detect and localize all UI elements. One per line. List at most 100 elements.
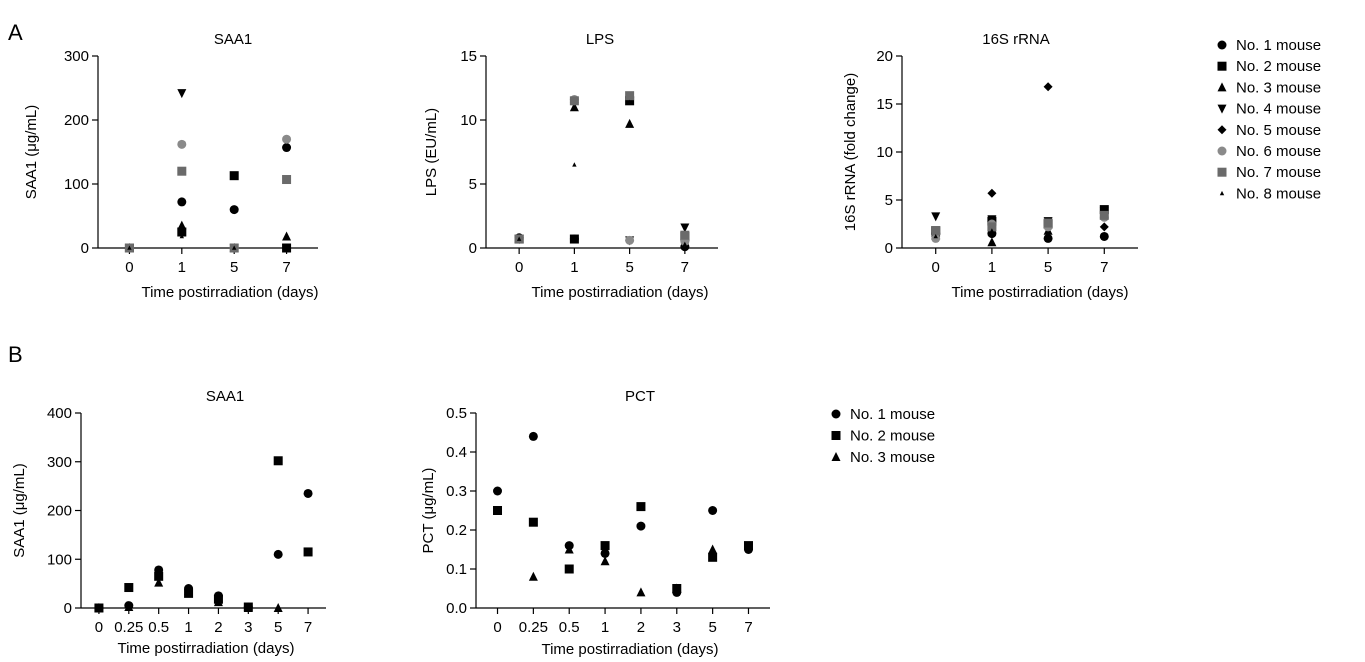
data-point [931, 212, 941, 222]
y-tick-label: 5 [885, 192, 893, 209]
data-point [636, 587, 646, 597]
x-tick-label: 0 [515, 259, 523, 276]
x-tick-label: 7 [282, 259, 290, 276]
data-point [284, 245, 289, 250]
x-tick-label: 0.25 [114, 619, 143, 636]
chart-title: 16S rRNA [982, 31, 1050, 48]
y-tick-label: 15 [876, 96, 893, 113]
legend-label: No. 3 mouse [850, 449, 935, 466]
chart-title: SAA1 [206, 388, 244, 405]
x-tick-label: 7 [744, 619, 752, 636]
legend-label: No. 2 mouse [1236, 58, 1321, 75]
x-axis-label: Time postirradiation (days) [541, 641, 718, 658]
legend-label: No. 7 mouse [1236, 164, 1321, 181]
data-point [177, 224, 187, 234]
legend-label: No. 8 mouse [1236, 185, 1321, 202]
data-point [282, 143, 292, 153]
chart-title: PCT [625, 388, 655, 405]
x-axis-label: Time postirradiation (days) [531, 284, 708, 301]
data-point [708, 544, 718, 554]
data-point [154, 577, 164, 587]
legend-label: No. 1 mouse [1236, 37, 1321, 54]
series-8 [933, 228, 1107, 241]
data-point [184, 585, 194, 595]
data-point [177, 139, 187, 149]
series-3 [124, 220, 292, 252]
data-point [625, 91, 635, 101]
x-tick-label: 0 [95, 619, 103, 636]
x-tick-label: 0.5 [148, 619, 169, 636]
panel-letter-a: A [8, 20, 23, 45]
data-point [243, 603, 253, 612]
legend-marker [1217, 40, 1227, 50]
y-tick-label: 0.1 [446, 561, 467, 578]
y-axis-label: 16S rRNA (fold change) [842, 73, 859, 231]
legends: No. 1 mouse No. 2 mouse No. 3 mouse No. 4 m… [831, 37, 1321, 466]
x-tick-label: 5 [274, 619, 282, 636]
data-point [1043, 218, 1053, 228]
x-tick-label: 0 [125, 259, 133, 276]
legend-marker [1219, 190, 1225, 196]
series-2 [931, 205, 1109, 236]
data-point [931, 226, 941, 236]
data-point [124, 602, 134, 612]
series-1 [94, 488, 313, 613]
data-point [680, 223, 690, 233]
data-point [213, 597, 223, 607]
y-tick-label: 0.2 [446, 522, 467, 539]
data-point [528, 571, 538, 581]
panel-letter-b: B [8, 342, 23, 367]
data-point [564, 564, 574, 574]
x-tick-label: 1 [988, 259, 996, 276]
legend-label: No. 6 mouse [1236, 143, 1321, 160]
legend-marker [1217, 104, 1227, 114]
series-6 [931, 212, 1109, 243]
series-2 [124, 171, 292, 253]
legend-marker [1217, 61, 1227, 71]
x-tick-label: 1 [601, 619, 609, 636]
data-point [1043, 233, 1053, 243]
legend-a: No. 1 mouse No. 2 mouse No. 3 mouse No. 4 m… [1217, 37, 1321, 202]
data-point [273, 549, 283, 559]
series-3 [94, 577, 283, 612]
y-axis-label: PCT (μg/mL) [420, 468, 437, 554]
data-point [493, 506, 503, 515]
data-point [987, 188, 997, 198]
data-point [989, 228, 995, 233]
data-point [177, 166, 187, 176]
x-tick-label: 0 [493, 619, 501, 636]
y-tick-label: 0 [81, 240, 89, 257]
series-5 [931, 82, 1109, 241]
data-point [273, 603, 283, 612]
legend-marker [1217, 82, 1227, 92]
series-1 [493, 431, 753, 597]
data-point [708, 552, 718, 562]
x-tick-label: 5 [1044, 259, 1052, 276]
chart-title: SAA1 [214, 31, 252, 48]
chart-title: LPS [586, 31, 614, 48]
x-tick-label: 2 [214, 619, 222, 636]
x-tick-label: 0.25 [519, 619, 548, 636]
y-tick-label: 100 [47, 551, 72, 568]
data-point [1099, 222, 1109, 232]
series-8 [127, 233, 289, 250]
y-tick-label: 0.5 [446, 405, 467, 422]
data-point [94, 603, 104, 612]
x-axis-label: Time postirradiation (days) [951, 284, 1128, 301]
data-point [177, 197, 187, 207]
y-axis-label: SAA1 (μg/mL) [23, 105, 40, 200]
series-6 [124, 134, 292, 253]
legend-label: No. 2 mouse [850, 428, 935, 445]
x-tick-label: 7 [681, 259, 689, 276]
x-tick-label: 7 [304, 619, 312, 636]
y-axis-label: SAA1 (μg/mL) [11, 463, 28, 558]
legend-marker [831, 431, 841, 440]
x-tick-label: 1 [184, 619, 192, 636]
legend-label: No. 3 mouse [1236, 79, 1321, 96]
x-tick-label: 0.5 [559, 619, 580, 636]
y-tick-label: 5 [469, 176, 477, 193]
y-tick-label: 300 [64, 48, 89, 65]
data-point [493, 486, 503, 496]
